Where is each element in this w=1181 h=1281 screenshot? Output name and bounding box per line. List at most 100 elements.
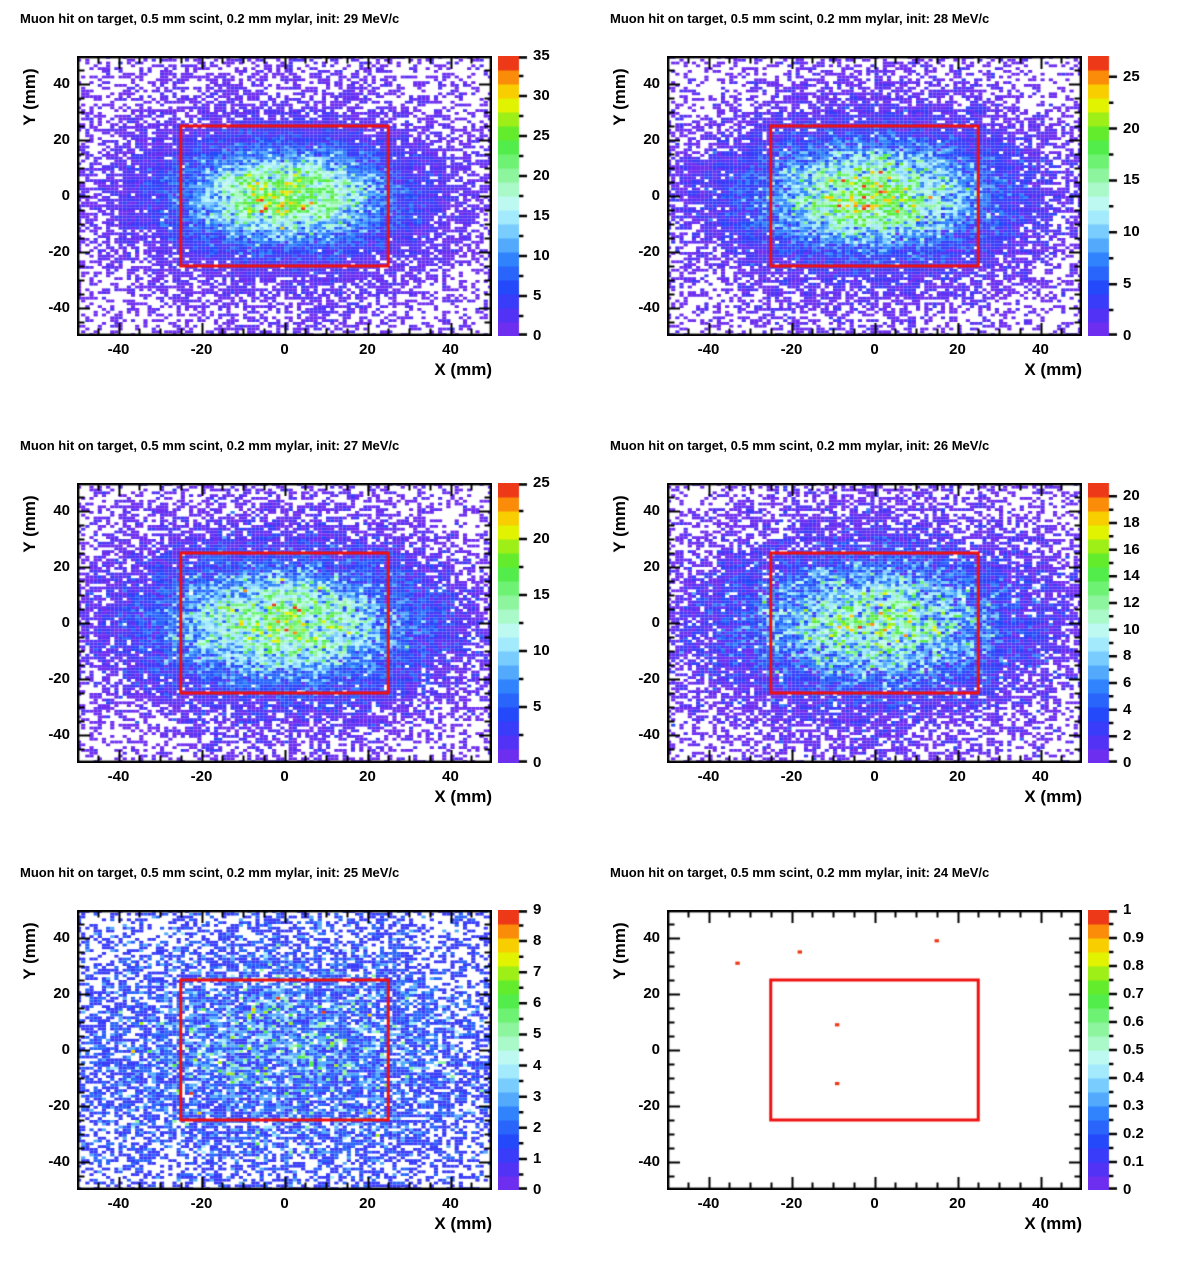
x-tick-label: -20 <box>780 1195 803 1212</box>
y-tick-label: 0 <box>61 1041 70 1058</box>
colorbar-canvas <box>498 56 528 336</box>
colorbar-tick-label: 15 <box>533 586 550 603</box>
y-axis-title: Y (mm) <box>610 495 629 553</box>
x-tick-label: -20 <box>190 768 213 785</box>
colorbar-canvas <box>498 483 528 763</box>
y-tick-label: -40 <box>48 1153 70 1170</box>
x-tick-label: 20 <box>949 768 966 785</box>
colorbar-tick-label: 6 <box>533 994 542 1012</box>
y-tick-label: 20 <box>643 131 660 148</box>
colorbar-tick-label: 0.1 <box>1123 1153 1144 1170</box>
panel-title: Muon hit on target, 0.5 mm scint, 0.2 mm… <box>20 11 400 26</box>
x-tick-label: 40 <box>1032 341 1049 358</box>
x-tick-label: 40 <box>442 768 459 785</box>
y-tick-label: 40 <box>53 929 70 946</box>
y-tick-label: -40 <box>638 1153 660 1170</box>
y-axis-title: Y (mm) <box>20 68 39 126</box>
colorbar-canvas <box>498 910 528 1190</box>
colorbar-tick-label: 10 <box>1123 620 1140 638</box>
x-tick-label: -40 <box>107 1195 130 1212</box>
colorbar-tick-label: 5 <box>533 698 542 715</box>
colorbar-tick-label: 8 <box>1123 647 1132 665</box>
colorbar-tick-label: 0.3 <box>1123 1097 1144 1114</box>
colorbar-canvas <box>1088 483 1118 763</box>
colorbar-tick-label: 0.4 <box>1123 1069 1144 1086</box>
colorbar-tick-label: 0.9 <box>1123 929 1144 946</box>
colorbar-tick-label: 0.8 <box>1123 957 1144 974</box>
colorbar-tick-label: 0.6 <box>1123 1013 1144 1030</box>
colorbar-tick-label: 20 <box>1123 487 1140 505</box>
x-tick-label: 0 <box>280 768 289 785</box>
colorbar-tick-label: 5 <box>533 287 542 304</box>
colorbar-tick-label: 2 <box>1123 727 1132 745</box>
colorbar-canvas <box>1088 910 1118 1190</box>
colorbar-tick-label: 25 <box>1123 67 1140 85</box>
x-tick-label: 40 <box>1032 768 1049 785</box>
y-tick-label: -20 <box>48 670 70 687</box>
x-tick-label: -40 <box>107 768 130 785</box>
x-tick-label: 20 <box>359 768 376 785</box>
heatmap-canvas <box>667 483 1082 763</box>
panel-26-mevc: Muon hit on target, 0.5 mm scint, 0.2 mm… <box>590 427 1181 854</box>
colorbar-tick-label: 0 <box>1123 1181 1132 1198</box>
panel-27-mevc: Muon hit on target, 0.5 mm scint, 0.2 mm… <box>0 427 590 854</box>
y-tick-label: 20 <box>643 985 660 1002</box>
x-tick-label: 0 <box>870 341 879 358</box>
heatmap-canvas <box>77 910 492 1190</box>
heatmap-canvas <box>667 56 1082 336</box>
y-axis-title: Y (mm) <box>610 922 629 980</box>
colorbar-tick-label: 35 <box>533 47 550 64</box>
y-tick-label: 0 <box>61 187 70 204</box>
x-tick-label: -20 <box>780 341 803 358</box>
x-axis-title: X (mm) <box>1024 1214 1082 1233</box>
y-tick-label: 0 <box>651 1041 660 1058</box>
heatmap-canvas <box>77 483 492 763</box>
colorbar-tick-label: 0.7 <box>1123 985 1144 1002</box>
x-tick-label: 0 <box>280 341 289 358</box>
colorbar-tick-label: 25 <box>533 474 550 491</box>
y-tick-label: 40 <box>643 75 660 92</box>
y-tick-label: -20 <box>638 1097 660 1114</box>
heatmap-canvas <box>667 910 1082 1190</box>
colorbar-tick-label: 5 <box>1123 275 1132 293</box>
y-tick-label: 20 <box>643 558 660 575</box>
colorbar-tick-label: 10 <box>1123 223 1140 241</box>
panel-title: Muon hit on target, 0.5 mm scint, 0.2 mm… <box>20 438 400 453</box>
colorbar-tick-label: 1 <box>533 1149 542 1167</box>
x-tick-label: 0 <box>280 1195 289 1212</box>
colorbar-tick-label: 0 <box>1123 754 1132 771</box>
colorbar-tick-label: 2 <box>533 1118 542 1136</box>
y-tick-label: -20 <box>48 1097 70 1114</box>
y-tick-label: 20 <box>53 985 70 1002</box>
x-axis-title: X (mm) <box>434 1214 492 1233</box>
panel-title: Muon hit on target, 0.5 mm scint, 0.2 mm… <box>20 865 400 880</box>
panel-25-mevc: Muon hit on target, 0.5 mm scint, 0.2 mm… <box>0 854 590 1281</box>
colorbar-tick-label: 20 <box>533 167 550 184</box>
colorbar-tick-label: 0 <box>533 1181 542 1198</box>
colorbar-tick-label: 30 <box>533 87 550 104</box>
colorbar-tick-label: 20 <box>1123 119 1140 137</box>
y-tick-label: -20 <box>638 670 660 687</box>
colorbar-tick-label: 0 <box>533 754 542 771</box>
colorbar-tick-label: 0.5 <box>1123 1041 1144 1058</box>
y-tick-label: 40 <box>643 502 660 519</box>
y-tick-label: 20 <box>53 131 70 148</box>
panel-title: Muon hit on target, 0.5 mm scint, 0.2 mm… <box>610 11 990 26</box>
colorbar-tick-label: 14 <box>1123 567 1140 585</box>
x-tick-label: 20 <box>359 1195 376 1212</box>
x-axis-title: X (mm) <box>1024 360 1082 379</box>
y-tick-label: 0 <box>61 614 70 631</box>
colorbar-tick-label: 7 <box>533 963 542 981</box>
x-tick-label: -40 <box>697 768 720 785</box>
colorbar-tick-label: 20 <box>533 530 550 547</box>
colorbar-tick-label: 15 <box>1123 171 1140 189</box>
colorbar-tick-label: 0 <box>1123 327 1132 344</box>
colorbar-tick-label: 5 <box>533 1025 542 1043</box>
panel-29-mevc: Muon hit on target, 0.5 mm scint, 0.2 mm… <box>0 0 590 427</box>
colorbar-tick-label: 6 <box>1123 674 1132 691</box>
y-tick-label: -40 <box>638 299 660 316</box>
colorbar-tick-label: 9 <box>533 901 542 918</box>
colorbar-tick-label: 18 <box>1123 514 1140 531</box>
colorbar-tick-label: 15 <box>533 207 550 224</box>
